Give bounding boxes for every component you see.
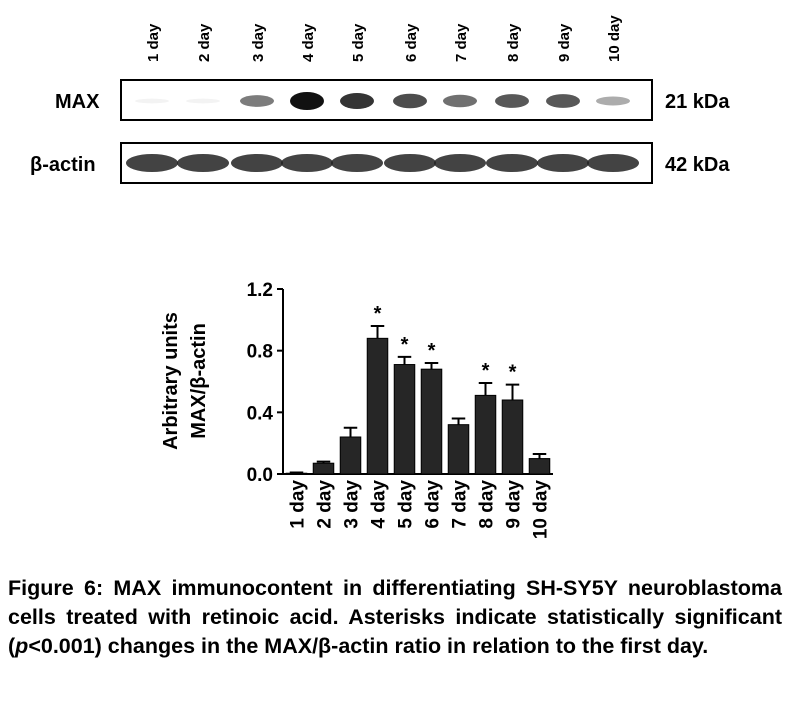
blot-band [596,96,630,106]
x-tick-label: 10 day [531,480,552,540]
lane-label: 5 day [350,23,367,62]
bar [393,364,416,475]
blot-band [331,154,383,172]
blot-band [290,92,324,110]
blot-band [393,93,427,109]
blot-band [587,154,639,172]
figure: MAX β-actin 21 kDa 42 kDa 1 day 2 day 3 da… [30,15,730,540]
x-tick-label: 4 day [369,480,390,529]
blot-band [546,94,580,108]
caption-text: Figure 6: MAX immunocontent in different… [8,576,782,658]
error-bar [343,426,358,437]
chart: Arbitrary units MAX/β-actin 0.0 0.4 0.8 1.2 1 … [160,280,553,539]
significance-mark: * [482,360,490,382]
y-tick-label: 0.0 [247,465,273,486]
blot-band [281,154,333,172]
bar [501,399,524,475]
bar [339,436,362,475]
error-bar [478,382,493,396]
x-tick-label: 8 day [477,480,498,529]
bar [366,337,389,475]
lane-label: 2 day [196,23,213,62]
blot-band [231,154,283,172]
x-tick-label: 9 day [504,480,525,529]
bar [528,458,551,475]
y-axis-label: MAX/β-actin [188,323,210,439]
x-tick-label: 7 day [450,480,471,529]
blot-size: 42 kDa [665,154,730,176]
bar [474,394,497,475]
x-tick-label: 1 day [288,480,309,529]
lane-label: 1 day [145,23,162,62]
caption-text: <0.001) changes in the MAX/β-actin ratio… [28,634,709,658]
blot-band [486,154,538,172]
caption-italic: p [15,634,29,658]
significance-mark: * [401,334,409,356]
error-bar [532,452,547,459]
x-tick-label: 2 day [315,480,336,529]
blot-band [135,98,169,104]
lane-label: 9 day [556,23,573,62]
blot-bands: 1 day 2 day 3 day 4 day 5 day 6 day 7 day 8 day… [126,15,639,172]
lane-label: 10 day [606,15,623,62]
significance-mark: * [428,340,436,362]
lane-label: 7 day [453,23,470,62]
significance-mark: * [374,303,382,325]
blot-band [240,95,274,107]
y-tick-label: 0.8 [247,342,273,363]
blot-band [177,154,229,172]
error-bar [289,471,304,474]
blot-label: β-actin [30,154,96,176]
error-bar [451,417,466,425]
blot-band [443,94,477,108]
lane-label: 3 day [250,23,267,62]
error-bar [370,325,385,339]
blot-band [434,154,486,172]
error-bar [316,460,331,464]
blot-band [537,154,589,172]
y-tick-label: 1.2 [247,280,273,301]
blot-label: MAX [55,91,100,113]
bar [447,424,470,475]
blot-band [126,154,178,172]
lane-label: 6 day [403,23,420,62]
x-tick-label: 5 day [396,480,417,529]
blot-band [186,98,220,104]
y-axis-label: Arbitrary units [160,312,182,450]
significance-mark: * [509,362,517,384]
error-bar [424,362,439,370]
lane-label: 4 day [300,23,317,62]
bar [420,368,443,475]
y-tick-label: 0.4 [247,403,274,424]
x-tick-label: 6 day [423,480,444,529]
blot-band [384,154,436,172]
caption: Figure 6: MAX immunocontent in different… [8,574,782,661]
error-bar [505,383,520,400]
error-bar [397,355,412,365]
lane-label: 8 day [505,23,522,62]
x-tick-label: 3 day [342,480,363,529]
blot-band [340,93,374,109]
blot-band [495,94,529,108]
bar [312,462,335,475]
blot-size: 21 kDa [665,91,730,113]
